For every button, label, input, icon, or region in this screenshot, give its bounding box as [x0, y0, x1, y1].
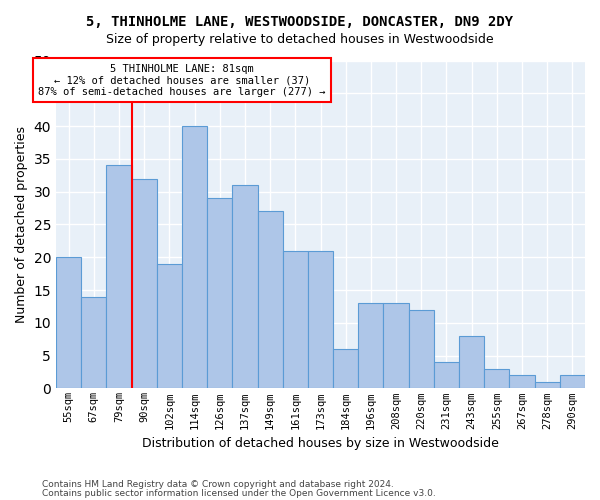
Bar: [509, 376, 535, 388]
Bar: [157, 264, 182, 388]
Bar: [333, 349, 358, 389]
Bar: [56, 257, 81, 388]
Text: 5 THINHOLME LANE: 81sqm
← 12% of detached houses are smaller (37)
87% of semi-de: 5 THINHOLME LANE: 81sqm ← 12% of detache…: [38, 64, 326, 97]
X-axis label: Distribution of detached houses by size in Westwoodside: Distribution of detached houses by size …: [142, 437, 499, 450]
Bar: [81, 296, 106, 388]
Y-axis label: Number of detached properties: Number of detached properties: [15, 126, 28, 323]
Bar: [535, 382, 560, 388]
Bar: [560, 376, 585, 388]
Text: Contains HM Land Registry data © Crown copyright and database right 2024.: Contains HM Land Registry data © Crown c…: [42, 480, 394, 489]
Bar: [232, 185, 257, 388]
Bar: [257, 212, 283, 388]
Bar: [106, 166, 131, 388]
Text: 5, THINHOLME LANE, WESTWOODSIDE, DONCASTER, DN9 2DY: 5, THINHOLME LANE, WESTWOODSIDE, DONCAST…: [86, 15, 514, 29]
Bar: [459, 336, 484, 388]
Bar: [409, 310, 434, 388]
Bar: [358, 303, 383, 388]
Bar: [308, 250, 333, 388]
Text: Contains public sector information licensed under the Open Government Licence v3: Contains public sector information licen…: [42, 488, 436, 498]
Bar: [383, 303, 409, 388]
Bar: [484, 368, 509, 388]
Bar: [283, 250, 308, 388]
Bar: [131, 178, 157, 388]
Bar: [434, 362, 459, 388]
Bar: [182, 126, 207, 388]
Bar: [207, 198, 232, 388]
Text: Size of property relative to detached houses in Westwoodside: Size of property relative to detached ho…: [106, 32, 494, 46]
